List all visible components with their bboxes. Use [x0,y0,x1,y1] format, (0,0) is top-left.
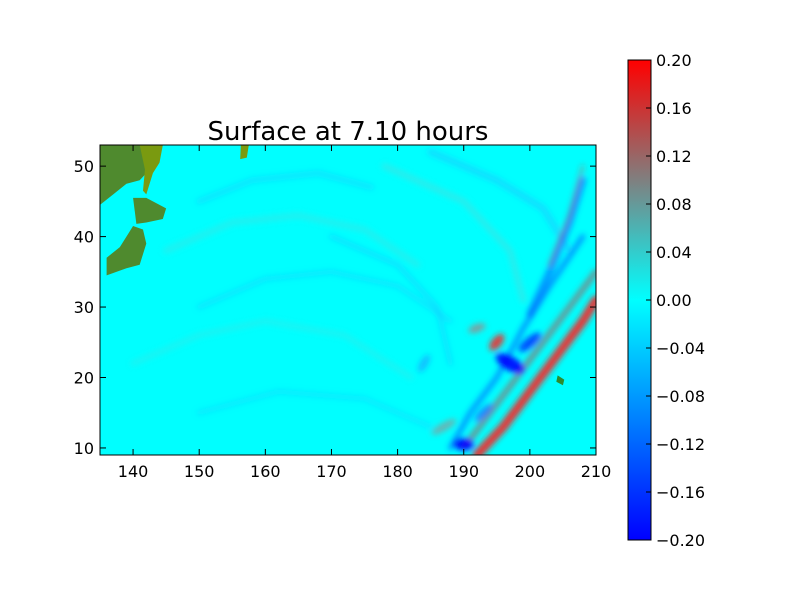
ripple-band [163,212,421,268]
colorbar-tick-label: 0.04 [656,243,692,262]
colorbar-tick-label: 0.16 [656,99,692,118]
wave-front-secondary [548,164,585,267]
colorbar-tick-label: 0.08 [656,195,692,214]
colorbar-tick-label: −0.20 [656,531,705,550]
land-mass-kamchatka [240,145,249,160]
ripple-band [196,389,434,430]
wave-layer [130,148,596,455]
crest-cluster [489,333,505,351]
wave-trough-line [526,176,587,318]
wave-front-crest [472,295,596,455]
colorbar-tick-label: 0.00 [656,291,692,310]
land-mass-honshu [106,226,147,276]
colorbar-tick-label: −0.08 [656,387,705,406]
x-tick-label: 200 [515,462,546,481]
ripple-band [427,148,574,255]
trough-cluster [453,438,474,451]
plot-background [100,145,596,455]
wave-trough-line [448,234,586,451]
colorbar-ticks: 0.20 0.16 0.12 0.08 0.04 0.00 −0.04 −0.08 −0.12 −… [646,51,705,550]
colorbar-tick-label: 0.12 [656,147,692,166]
y-tick-label: 50 [74,157,94,176]
plot-frame [99,144,597,456]
trough-cluster [417,354,431,373]
ripple-band [196,269,454,324]
trough-cluster [474,403,493,422]
x-tick-label: 160 [250,462,281,481]
x-tick-label: 150 [184,462,215,481]
x-tick-label: 180 [382,462,413,481]
x-tick-label: 190 [448,462,479,481]
y-tick-label: 40 [74,228,94,247]
land-mass-siberia [100,145,153,205]
wave-front-secondary [460,268,596,451]
colorbar-tick-label: −0.16 [656,483,705,502]
trough-cluster [495,353,525,374]
y-tick-label: 20 [74,369,94,388]
plot-area [100,145,596,455]
chart-title: Surface at 7.10 hours [208,117,489,147]
land-layer [100,145,565,386]
land-mass-sakhalin [139,145,163,195]
ripple-band [196,170,375,205]
colorbar-tick-label: −0.12 [656,435,705,454]
land-mass-hokkaido [133,197,167,224]
y-axis: 10 20 30 40 50 [74,157,596,458]
y-tick-label: 10 [74,439,94,458]
x-tick-label: 210 [581,462,612,481]
colorbar: 0.20 0.16 0.12 0.08 0.04 0.00 −0.04 −0.08 −0.12 −… [627,51,705,550]
colorbar-tick-label: 0.20 [656,51,692,70]
ripple-band [381,163,527,303]
ripple-band [328,234,454,366]
y-tick-label: 30 [74,298,94,317]
crest-cluster [468,323,486,334]
colorbar-tick-label: −0.04 [656,339,705,358]
land-mass-hawaii [556,375,565,386]
ripple-band [130,318,414,380]
crest-cluster [431,419,457,435]
x-axis: 140 150 160 170 180 190 200 210 [118,145,611,481]
trough-cluster [518,332,542,353]
x-tick-label: 170 [316,462,347,481]
x-tick-label: 140 [118,462,149,481]
